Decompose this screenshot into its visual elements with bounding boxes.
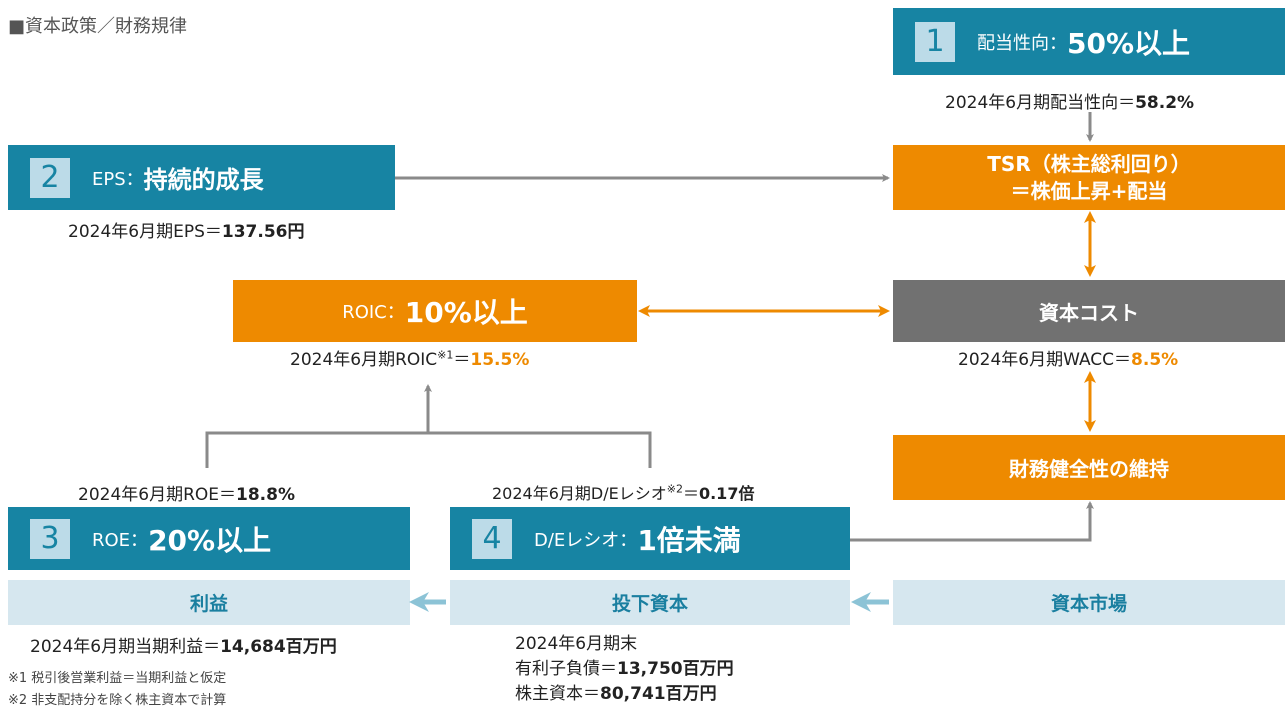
result-heading: 2024年6月期末 xyxy=(515,634,638,654)
footnote: ※1 税引後営業利益＝当期利益と仮定 xyxy=(8,671,227,686)
policy-number: 4 xyxy=(472,518,512,559)
result-text: 2024年6月期当期利益＝ xyxy=(30,637,221,657)
flow-box: 投下資本 xyxy=(450,580,850,625)
policy-label: 配当性向： xyxy=(977,32,1067,54)
result-note: ※2 xyxy=(666,482,683,496)
result-text: 2024年6月期EPS＝ xyxy=(68,222,222,242)
result: 2024年6月期ROIC※1＝15.5% xyxy=(290,345,529,370)
arrow xyxy=(850,501,1094,542)
connector xyxy=(205,431,652,468)
policy-box: 4 D/Eレシオ： 1倍未満 xyxy=(450,507,850,570)
roic-box: ROIC： 10%以上 xyxy=(233,280,637,342)
result-value: 13,750百万円 xyxy=(617,659,734,679)
roic-target: 10%以上 xyxy=(404,296,528,329)
result-eq: ＝ xyxy=(453,350,471,370)
result-text: 2024年6月期D/Eレシオ xyxy=(492,484,667,503)
flow-label: 利益 xyxy=(189,593,228,615)
result-value: 15.5% xyxy=(470,350,530,370)
flow-label: 資本市場 xyxy=(1050,593,1127,615)
policy-number: 3 xyxy=(30,518,70,559)
result-value: 14,684百万円 xyxy=(220,637,337,657)
result-note: ※1 xyxy=(437,348,454,362)
policy-label: D/Eレシオ： xyxy=(534,529,638,551)
health-box: 財務健全性の維持 xyxy=(893,435,1285,500)
policy-box: 2 EPS： 持続的成長 xyxy=(8,145,395,210)
result: 2024年6月期当期利益＝14,684百万円 xyxy=(30,632,337,657)
result-text: 2024年6月期ROIC xyxy=(290,350,438,370)
flow-box: 資本市場 xyxy=(893,580,1285,625)
tsr-box: TSR（株主総利回り） ＝株価上昇+配当 xyxy=(893,145,1285,210)
flow-label: 投下資本 xyxy=(611,593,688,615)
result: 2024年6月期ROE＝18.8% xyxy=(78,480,295,505)
policy-target: 20%以上 xyxy=(148,523,272,557)
policy-target: 50%以上 xyxy=(1067,26,1191,60)
policy-label: EPS： xyxy=(92,168,144,190)
footnote: ※2 非支配持分を除く株主資本で計算 xyxy=(8,693,227,708)
capital-cost-box: 資本コスト xyxy=(893,280,1285,342)
result: 2024年6月期配当性向＝58.2% xyxy=(945,88,1194,113)
tsr-line: ＝株価上昇+配当 xyxy=(1010,178,1168,203)
policy-box: 1 配当性向： 50%以上 xyxy=(893,8,1285,75)
policy-box: 3 ROE： 20%以上 xyxy=(8,507,410,570)
result-text: 2024年6月期WACC＝ xyxy=(958,350,1132,370)
policy-target: 1倍未満 xyxy=(637,523,741,557)
policy-number: 1 xyxy=(915,21,955,62)
result: 2024年6月期WACC＝8.5% xyxy=(958,345,1178,370)
result-text: 有利子負債＝ xyxy=(515,659,617,679)
health-label: 財務健全性の維持 xyxy=(1009,457,1169,481)
flow-box: 利益 xyxy=(8,580,410,625)
result-text: 2024年6月期配当性向＝ xyxy=(945,93,1136,113)
policy-number: 2 xyxy=(30,157,70,198)
roic-label: ROIC： xyxy=(342,302,405,323)
result-value: 58.2% xyxy=(1135,93,1195,113)
result-line: 有利子負債＝13,750百万円 xyxy=(515,657,734,682)
capital-cost-label: 資本コスト xyxy=(1039,300,1139,325)
result: 2024年6月期EPS＝137.56円 xyxy=(68,217,304,242)
result-value: 137.56円 xyxy=(221,222,305,242)
result-value: 0.17倍 xyxy=(698,484,755,503)
title: ■資本政策／財務規律 xyxy=(8,16,188,37)
policy-target: 持続的成長 xyxy=(143,166,264,194)
result-eq: ＝ xyxy=(682,484,699,503)
result-value: 18.8% xyxy=(236,485,295,505)
result-line: 株主資本＝80,741百万円 xyxy=(515,682,734,707)
result-text: 2024年6月期ROE＝ xyxy=(78,485,237,505)
result: 2024年6月期D/Eレシオ※2＝0.17倍 xyxy=(492,480,754,504)
result-value: 80,741百万円 xyxy=(600,684,717,704)
result: 2024年6月期末 有利子負債＝13,750百万円 株主資本＝80,741百万円 xyxy=(515,632,734,707)
policy-label: ROE： xyxy=(92,529,149,551)
tsr-line: TSR（株主総利回り） xyxy=(987,151,1191,176)
result-text: 株主資本＝ xyxy=(515,684,600,704)
result-value: 8.5% xyxy=(1131,350,1179,370)
